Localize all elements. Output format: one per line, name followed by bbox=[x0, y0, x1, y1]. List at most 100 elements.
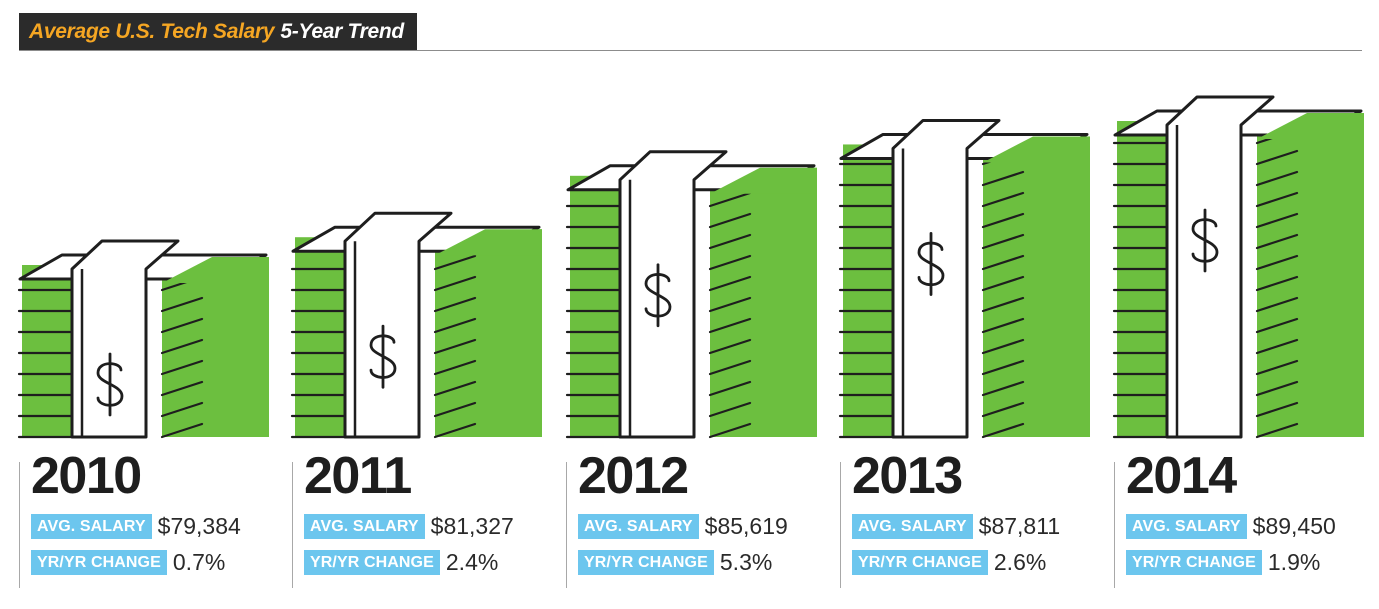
bill-edge-right bbox=[160, 422, 204, 439]
stack-right-body bbox=[435, 229, 542, 437]
stack-left-body bbox=[295, 237, 353, 437]
bill-edges bbox=[565, 191, 752, 439]
band-strap bbox=[1165, 95, 1275, 439]
year-label: 2011 bbox=[304, 447, 412, 505]
band-strap bbox=[891, 118, 1001, 439]
change-row: YR/YR CHANGE 0.7% bbox=[31, 549, 225, 576]
bill-edge-right bbox=[708, 317, 752, 334]
yoy-change-value: 1.9% bbox=[1267, 549, 1321, 575]
avg-salary-value: $79,384 bbox=[157, 513, 241, 539]
money-stack-2013 bbox=[838, 118, 1090, 439]
bill-edge-right bbox=[1255, 422, 1299, 439]
year-label: 2010 bbox=[31, 447, 142, 505]
yoy-change-badge: YR/YR CHANGE bbox=[1126, 550, 1262, 575]
bill-edge-right bbox=[1255, 275, 1299, 292]
bill-edge-right bbox=[981, 317, 1025, 334]
bill-edge-right bbox=[433, 338, 477, 355]
yoy-change-badge: YR/YR CHANGE bbox=[304, 550, 440, 575]
panel-divider bbox=[840, 462, 841, 588]
bill-edge-right bbox=[981, 401, 1025, 418]
bill-edge-right bbox=[981, 254, 1025, 271]
bill-edge-right bbox=[708, 422, 752, 439]
bill-edge-right bbox=[708, 380, 752, 397]
bill-edge-right bbox=[1255, 233, 1299, 250]
chart-title-main: Average U.S. Tech Salary bbox=[29, 20, 275, 43]
avg-salary-value: $89,450 bbox=[1252, 513, 1336, 539]
lid-shadow bbox=[162, 257, 269, 283]
bill-edge-right bbox=[708, 212, 752, 229]
panel-divider bbox=[292, 462, 293, 588]
bill-edge-right bbox=[160, 338, 204, 355]
bill-edge-right bbox=[433, 422, 477, 439]
bill-edge-right bbox=[708, 275, 752, 292]
bill-edges bbox=[1112, 128, 1299, 439]
change-row: YR/YR CHANGE 1.9% bbox=[1126, 549, 1320, 576]
bill-edge-right bbox=[981, 170, 1025, 187]
stack-right-body bbox=[710, 167, 817, 437]
yoy-change-badge: YR/YR CHANGE bbox=[852, 550, 988, 575]
year-label: 2013 bbox=[852, 447, 963, 505]
avg-salary-badge: AVG. SALARY bbox=[304, 514, 425, 539]
stack-right-body bbox=[1257, 113, 1364, 437]
lid-shadow bbox=[983, 136, 1090, 163]
yoy-change-value: 0.7% bbox=[172, 549, 226, 575]
bill-edge-right bbox=[433, 254, 477, 271]
bill-edge-right bbox=[160, 317, 204, 334]
panel-divider bbox=[566, 462, 567, 588]
bill-edge-right bbox=[981, 191, 1025, 208]
bill-edge-right bbox=[708, 359, 752, 376]
bill-edge-right bbox=[160, 401, 204, 418]
bill-edge-right bbox=[433, 359, 477, 376]
bill-edge-right bbox=[981, 380, 1025, 397]
bill-edge-right bbox=[981, 233, 1025, 250]
change-row: YR/YR CHANGE 2.4% bbox=[304, 549, 498, 576]
bill-edge-right bbox=[160, 380, 204, 397]
bill-edge-right bbox=[1255, 170, 1299, 187]
money-stack-2011 bbox=[290, 211, 542, 439]
salary-row: AVG. SALARY $81,327 bbox=[304, 513, 514, 540]
panel-divider bbox=[1114, 462, 1115, 588]
salary-row: AVG. SALARY $85,619 bbox=[578, 513, 788, 540]
yoy-change-badge: YR/YR CHANGE bbox=[578, 550, 714, 575]
change-row: YR/YR CHANGE 5.3% bbox=[578, 549, 772, 576]
bill-edge-right bbox=[160, 359, 204, 376]
bill-edge-right bbox=[981, 422, 1025, 439]
bill-edge-right bbox=[708, 338, 752, 355]
chart-title: Average U.S. Tech Salary 5-Year Trend bbox=[19, 13, 417, 51]
bill-edge-right bbox=[981, 296, 1025, 313]
band-strap bbox=[618, 150, 728, 439]
lid-shadow bbox=[710, 167, 817, 194]
year-label: 2014 bbox=[1126, 447, 1237, 505]
lid-shadow bbox=[1257, 113, 1364, 139]
avg-salary-value: $85,619 bbox=[704, 513, 788, 539]
bill-edge-right bbox=[433, 317, 477, 334]
bill-edge-right bbox=[1255, 212, 1299, 229]
bill-edge-right bbox=[981, 275, 1025, 292]
bill-edge-right bbox=[981, 359, 1025, 376]
bill-edge-right bbox=[1255, 401, 1299, 418]
lid-shadow bbox=[435, 229, 542, 256]
salary-row: AVG. SALARY $89,450 bbox=[1126, 513, 1336, 540]
salary-row: AVG. SALARY $87,811 bbox=[852, 513, 1060, 540]
bill-edge-right bbox=[708, 191, 752, 208]
bill-edges bbox=[17, 275, 204, 439]
yoy-change-value: 5.3% bbox=[719, 549, 773, 575]
avg-salary-value: $87,811 bbox=[978, 513, 1061, 539]
yoy-change-badge: YR/YR CHANGE bbox=[31, 550, 167, 575]
band-strap bbox=[70, 239, 180, 439]
avg-salary-badge: AVG. SALARY bbox=[31, 514, 152, 539]
chart-title-sub: 5-Year Trend bbox=[280, 20, 404, 43]
bill-edge-right bbox=[1255, 338, 1299, 355]
money-stack-2014 bbox=[1112, 95, 1364, 439]
bill-edge-right bbox=[981, 212, 1025, 229]
bill-edge-right bbox=[433, 275, 477, 292]
yoy-change-value: 2.4% bbox=[445, 549, 499, 575]
band-strap bbox=[343, 211, 453, 439]
bill-edge-right bbox=[1255, 191, 1299, 208]
stack-left-body bbox=[1117, 121, 1175, 437]
bill-edge-right bbox=[1255, 359, 1299, 376]
stack-left-body bbox=[22, 265, 80, 437]
bill-edge-right bbox=[433, 401, 477, 418]
yoy-change-value: 2.6% bbox=[993, 549, 1047, 575]
year-label: 2012 bbox=[578, 447, 689, 505]
